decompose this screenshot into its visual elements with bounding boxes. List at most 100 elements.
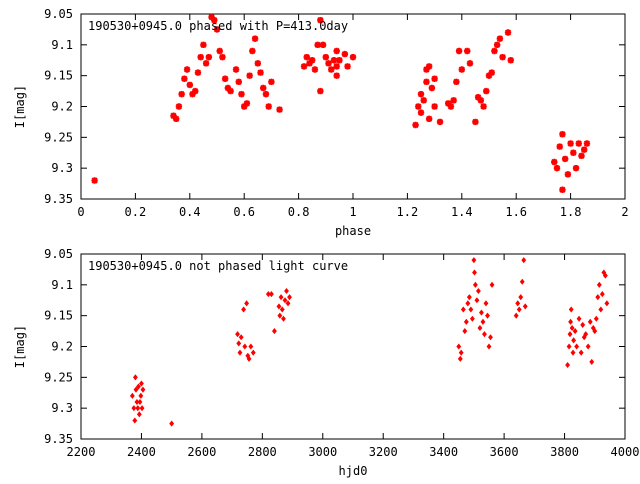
data-point [197, 53, 204, 61]
data-point [268, 78, 275, 86]
data-point [583, 140, 591, 147]
data-point [205, 53, 213, 61]
data-point [515, 300, 521, 307]
data-point [580, 321, 586, 328]
data-point [417, 109, 425, 116]
data-point [135, 383, 141, 390]
unphased-light-curve-panel: hjd0 I[mag] 2200 2400 2600 2800 3000 3200 3400… [13, 247, 639, 478]
data-point [236, 340, 242, 347]
data-point [598, 306, 604, 313]
data-point [425, 115, 433, 123]
x-tick-label: 3600 [490, 445, 519, 459]
data-point [599, 291, 605, 298]
x-tick-label: 4000 [611, 445, 640, 459]
data-point [457, 355, 463, 362]
data-point [596, 281, 602, 288]
data-point [477, 97, 485, 104]
data-point [333, 63, 340, 70]
data-point [572, 328, 578, 335]
data-point [246, 72, 253, 79]
data-point [333, 47, 340, 55]
data-point [325, 60, 332, 67]
data-point [169, 420, 175, 427]
data-point [186, 81, 193, 89]
data-point [480, 318, 486, 325]
data-point [265, 103, 272, 110]
data-point [468, 306, 474, 313]
data-point [483, 87, 490, 95]
data-point [317, 16, 324, 24]
data-point [300, 63, 308, 70]
data-point [571, 337, 577, 344]
data-point [242, 343, 248, 350]
data-point [129, 392, 135, 399]
data-point [516, 306, 522, 313]
x-tick-label: 2400 [127, 445, 156, 459]
data-point [341, 50, 349, 58]
data-point [479, 309, 484, 316]
data-point [238, 334, 244, 341]
data-point [462, 328, 468, 335]
data-point [317, 87, 324, 95]
y-axis-label: I[mag] [13, 85, 27, 128]
data-point [333, 72, 340, 79]
data-point [423, 78, 430, 86]
y-tick-label: 9.35 [44, 192, 73, 206]
data-point [330, 57, 338, 64]
data-point [475, 287, 481, 295]
data-point [178, 90, 185, 98]
data-point [420, 97, 427, 104]
data-point [232, 66, 240, 73]
y-tick-label: 9.3 [51, 161, 73, 175]
data-point [587, 318, 593, 325]
data-point [589, 358, 595, 365]
data-point [140, 386, 146, 393]
data-point [136, 411, 142, 418]
data-point [221, 75, 229, 82]
x-tick-label: 0 [77, 205, 84, 219]
data-point [565, 361, 571, 369]
data-point [303, 53, 310, 61]
data-point [556, 143, 563, 150]
data-point [474, 297, 480, 304]
data-point [241, 103, 248, 110]
data-point [284, 287, 289, 295]
data-point [489, 281, 495, 288]
data-point [572, 164, 580, 172]
x-tick-label: 0.4 [179, 205, 201, 219]
x-tick-label: 1 [349, 205, 356, 219]
data-point [431, 75, 438, 82]
data-point [287, 294, 292, 301]
data-point [575, 140, 582, 147]
data-point [268, 291, 274, 298]
data-point [464, 47, 471, 55]
data-point [181, 75, 188, 82]
data-point [277, 312, 283, 319]
data-point [499, 53, 506, 61]
y-tick-label: 9.2 [51, 340, 73, 354]
data-point [522, 303, 528, 310]
data-point [604, 300, 610, 307]
data-point [249, 47, 256, 55]
data-point [566, 343, 572, 350]
data-point [568, 306, 574, 313]
data-point [194, 69, 202, 76]
data-point [450, 97, 457, 104]
x-tick-label: 2200 [67, 445, 96, 459]
x-axis-label: phase [335, 224, 371, 238]
data-point [248, 343, 254, 350]
data-point [507, 57, 514, 64]
data-point [349, 53, 357, 61]
data-point [458, 349, 464, 356]
data-point [465, 300, 471, 307]
y-tick-label: 9.25 [44, 370, 73, 384]
y-tick-label: 9.15 [44, 309, 73, 323]
data-point [344, 63, 351, 70]
data-point [192, 87, 199, 95]
data-point [423, 66, 430, 73]
data-point [513, 312, 519, 319]
data-point [456, 343, 462, 350]
x-tick-label: 1.4 [451, 205, 473, 219]
data-point [279, 306, 285, 313]
